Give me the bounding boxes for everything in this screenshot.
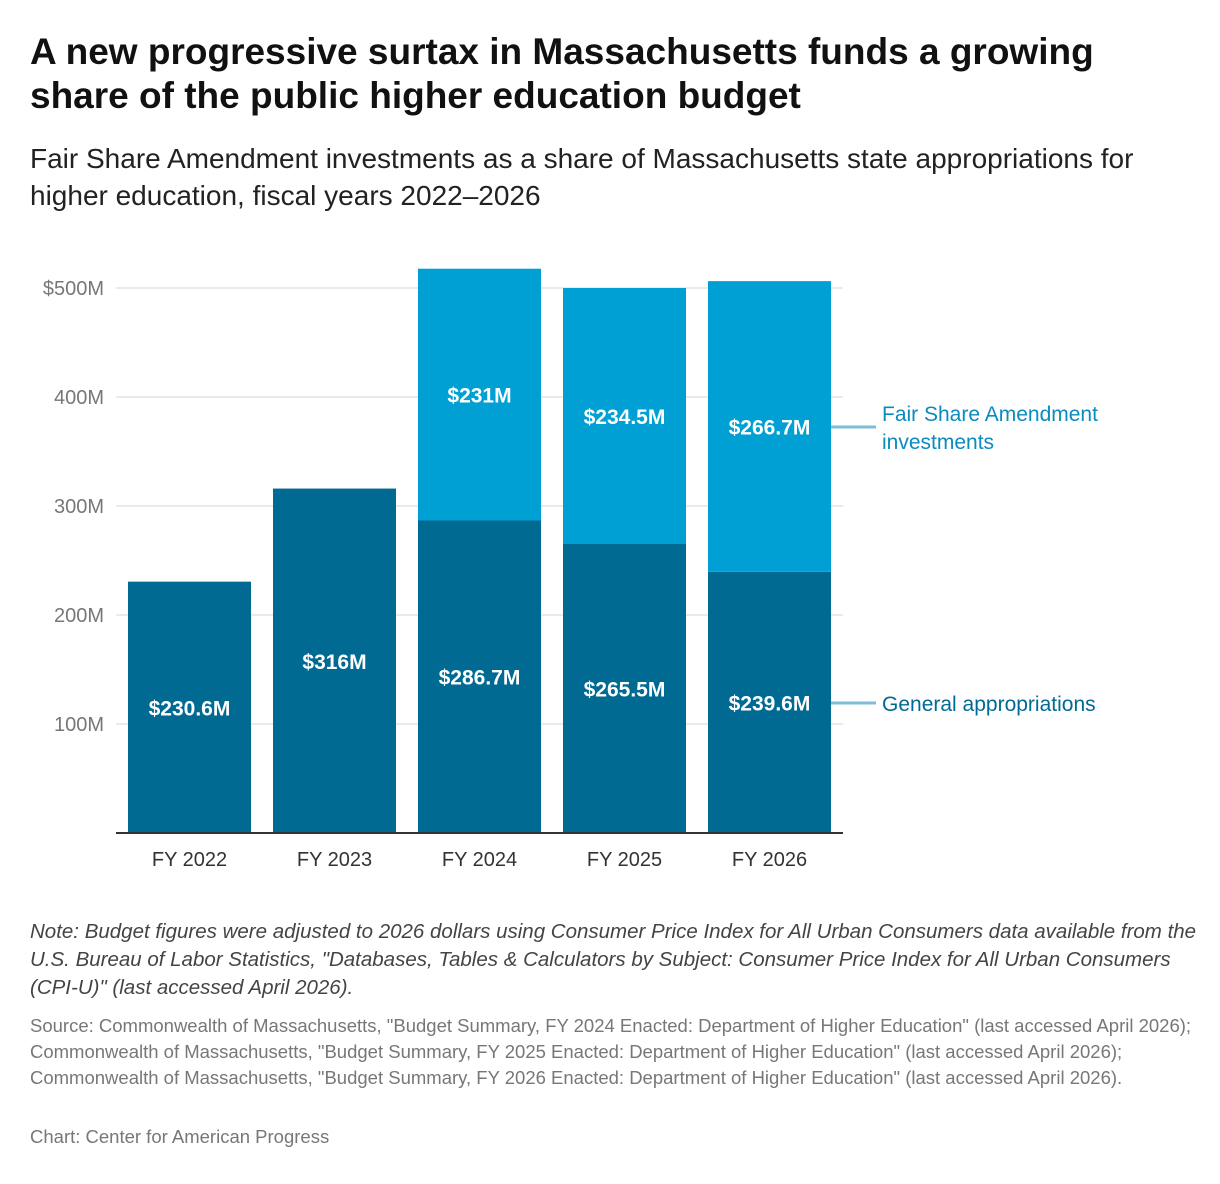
data-label: $286.7M: [439, 667, 521, 690]
bar-chart: 100M 200M 300M 400M $500M $230.6M FY 2022 $316M…: [43, 268, 1098, 871]
x-tick-label: FY 2023: [297, 849, 372, 871]
y-tick-label: 300M: [54, 496, 104, 518]
x-tick-label: FY 2026: [732, 849, 807, 871]
bar-general: [563, 543, 686, 833]
bar-general: [128, 581, 251, 833]
legend-fair-share-line2: investments: [882, 431, 994, 454]
y-tick-label: $500M: [43, 278, 104, 300]
data-label: $265.5M: [584, 678, 666, 701]
legend-fair-share: Fair Share Amendment: [882, 403, 1098, 426]
y-tick-label: 400M: [54, 387, 104, 409]
chart-title: A new progressive surtax in Massachusett…: [30, 31, 1094, 116]
chart-credit: Chart: Center for American Progress: [30, 1126, 330, 1147]
data-label: $266.7M: [729, 416, 811, 439]
x-tick-label: FY 2024: [442, 849, 517, 871]
data-label: $234.5M: [584, 406, 666, 429]
data-label: $230.6M: [149, 697, 231, 720]
bar-fair-share: [708, 281, 831, 572]
chart-note: Note: Budget figures were adjusted to 20…: [30, 920, 1197, 999]
data-label: $316M: [302, 651, 366, 674]
chart-subtitle: Fair Share Amendment investments as a sh…: [30, 143, 1134, 211]
y-tick-label: 100M: [54, 714, 104, 736]
data-label: $231M: [447, 385, 511, 408]
legend-general: General appropriations: [882, 693, 1096, 716]
bar-fair-share: [563, 288, 686, 544]
x-tick-label: FY 2025: [587, 849, 662, 871]
y-tick-label: 200M: [54, 605, 104, 627]
bar-general: [418, 520, 541, 833]
x-tick-label: FY 2022: [152, 849, 227, 871]
chart-source: Source: Commonwealth of Massachusetts, "…: [30, 1015, 1192, 1088]
bar-general: [708, 571, 831, 833]
data-label: $239.6M: [729, 692, 811, 715]
bar-fair-share: [418, 268, 541, 521]
bar-general: [273, 488, 396, 833]
